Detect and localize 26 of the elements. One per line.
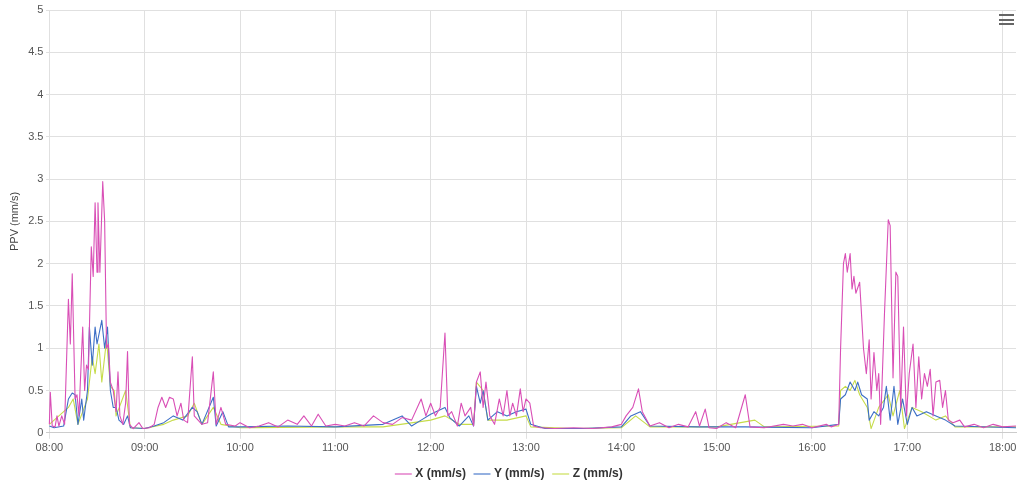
legend-label: Z (mm/s) — [572, 466, 623, 481]
y-axis-title: PPV (mm/s) — [7, 191, 20, 252]
legend-label: Y (mm/s) — [494, 466, 545, 481]
y-tick-label: 3.5 — [28, 129, 44, 142]
x-tick-label: 08:00 — [35, 441, 64, 454]
legend-label: X (mm/s) — [415, 466, 467, 481]
y-tick-label: 2 — [37, 256, 44, 269]
x-tick-label: 13:00 — [512, 441, 540, 454]
y-tick-label: 4 — [37, 87, 44, 100]
y-tick-label: 3 — [37, 172, 44, 185]
x-tick-label: 15:00 — [702, 441, 731, 454]
x-tick-label: 14:00 — [607, 441, 636, 454]
x-tick-label: 16:00 — [798, 441, 826, 454]
y-tick-label: 0 — [37, 425, 44, 438]
y-tick-label: 0.5 — [28, 383, 44, 396]
y-tick-label: 2.5 — [28, 214, 44, 227]
x-tick-label: 09:00 — [130, 441, 159, 454]
x-tick-label: 18:00 — [988, 441, 1017, 454]
y-tick-label: 5 — [37, 3, 44, 16]
y-tick-label: 4.5 — [28, 45, 44, 58]
y-tick-label: 1 — [37, 341, 44, 354]
x-tick-label: 11:00 — [321, 441, 349, 454]
x-tick-label: 12:00 — [416, 441, 445, 454]
x-tick-label: 17:00 — [893, 441, 922, 454]
y-tick-label: 1.5 — [28, 298, 44, 311]
x-tick-label: 10:00 — [226, 441, 254, 454]
